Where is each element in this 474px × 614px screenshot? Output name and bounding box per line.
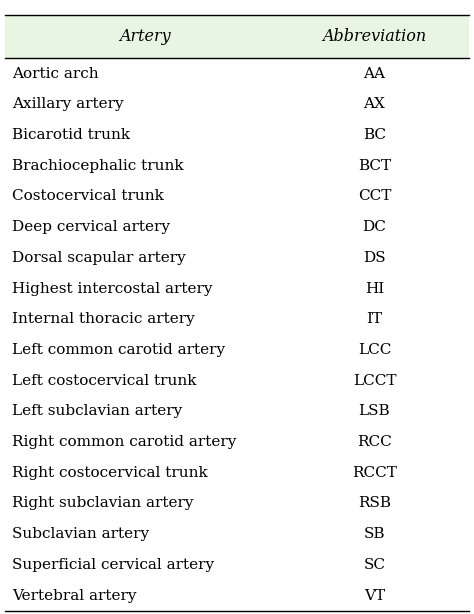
Text: Vertebral artery: Vertebral artery [12,589,137,602]
Text: Left subclavian artery: Left subclavian artery [12,405,182,418]
Text: AX: AX [364,97,385,111]
Text: Internal thoracic artery: Internal thoracic artery [12,313,195,326]
Text: Deep cervical artery: Deep cervical artery [12,220,170,234]
Text: VT: VT [364,589,385,602]
Text: Highest intercostal artery: Highest intercostal artery [12,282,212,295]
Text: Bicarotid trunk: Bicarotid trunk [12,128,130,142]
Text: Aortic arch: Aortic arch [12,66,99,80]
Text: SB: SB [364,527,385,541]
Text: DC: DC [363,220,386,234]
Text: LCC: LCC [358,343,391,357]
Text: HI: HI [365,282,384,295]
Text: DS: DS [363,251,386,265]
Text: AA: AA [364,66,385,80]
Text: Right subclavian artery: Right subclavian artery [12,497,193,510]
Text: Artery: Artery [119,28,170,45]
Text: Superficial cervical artery: Superficial cervical artery [12,558,214,572]
Text: Right costocervical trunk: Right costocervical trunk [12,466,208,480]
Text: CCT: CCT [358,189,391,203]
Text: SC: SC [364,558,385,572]
Text: RSB: RSB [358,497,391,510]
Text: Left common carotid artery: Left common carotid artery [12,343,225,357]
Text: Dorsal scapular artery: Dorsal scapular artery [12,251,186,265]
Text: BCT: BCT [358,158,391,173]
Text: RCC: RCC [357,435,392,449]
Text: IT: IT [366,313,383,326]
Text: Right common carotid artery: Right common carotid artery [12,435,236,449]
Text: Subclavian artery: Subclavian artery [12,527,149,541]
Text: LCCT: LCCT [353,374,396,387]
Text: Axillary artery: Axillary artery [12,97,123,111]
Text: LSB: LSB [359,405,390,418]
Text: Left costocervical trunk: Left costocervical trunk [12,374,196,387]
Text: Brachiocephalic trunk: Brachiocephalic trunk [12,158,183,173]
Text: BC: BC [363,128,386,142]
Text: RCCT: RCCT [352,466,397,480]
Bar [5,15,469,58]
Text: Abbreviation: Abbreviation [322,28,427,45]
Text: Costocervical trunk: Costocervical trunk [12,189,164,203]
